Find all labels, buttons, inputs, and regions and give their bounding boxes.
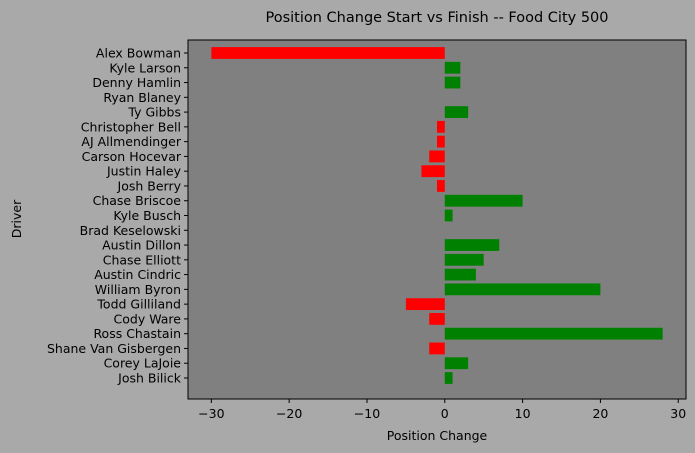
bar-denny-hamlin <box>444 76 461 89</box>
bar-alex-bowman <box>211 47 445 59</box>
y-tick-label: Christopher Bell <box>81 119 181 134</box>
x-tick-label: 0 <box>441 406 449 421</box>
y-tick-label: Austin Dillon <box>102 238 181 253</box>
bar-ty-gibbs <box>444 106 469 118</box>
y-tick-label: Shane Van Gisbergen <box>47 341 181 356</box>
bar-austin-cindric <box>444 268 476 281</box>
y-tick-label: Chase Briscoe <box>93 193 182 208</box>
plot-frame <box>187 39 687 400</box>
bar-cody-ware <box>429 313 445 325</box>
y-tick-label: William Byron <box>95 282 181 297</box>
bar-kyle-busch <box>444 209 453 222</box>
chart-title: Position Change Start vs Finish -- Food … <box>265 10 608 26</box>
x-tick-label: 10 <box>515 406 531 421</box>
y-tick-label: Austin Cindric <box>94 267 181 282</box>
bar-kyle-larson <box>444 61 461 74</box>
bar-carson-hocevar <box>429 150 445 163</box>
bar-shane-van-gisbergen <box>429 342 445 355</box>
y-axis-label: Driver <box>9 199 24 238</box>
y-tick-label: Denny Hamlin <box>92 75 181 90</box>
bars-group <box>211 47 663 384</box>
y-tick-label: Kyle Busch <box>113 208 181 223</box>
bar-josh-berry <box>437 180 445 192</box>
y-tick-label: Ryan Blaney <box>103 90 181 105</box>
y-tick-label: Corey LaJoie <box>104 356 182 371</box>
y-tick-label: Todd Gilliland <box>96 297 181 312</box>
x-axis-label: Position Change <box>387 428 488 443</box>
y-tick-label: Josh Berry <box>117 178 182 193</box>
bar-ross-chastain <box>444 327 663 340</box>
x-ticks-group: −30 −20 −10 0 10 20 30 <box>198 399 686 421</box>
x-tick-label: −30 <box>198 406 224 421</box>
y-tick-label: Cody Ware <box>114 311 182 326</box>
bar-josh-bilick <box>444 372 453 384</box>
y-tick-label: Ty Gibbs <box>127 105 181 120</box>
bar-william-byron <box>444 283 601 296</box>
y-tick-label: Carson Hocevar <box>82 149 182 164</box>
y-tick-label: Chase Elliott <box>103 252 181 267</box>
y-tick-label: Josh Bilick <box>117 371 182 386</box>
x-tick-label: −20 <box>276 406 302 421</box>
y-tick-label: Alex Bowman <box>96 46 181 61</box>
y-tick-label: Brad Keselowski <box>80 223 181 238</box>
y-tick-label: AJ Allmendinger <box>81 134 181 149</box>
bar-christopher-bell <box>437 120 445 133</box>
y-tick-label: Justin Haley <box>106 164 182 179</box>
bar-todd-gilliland <box>405 298 445 311</box>
bar-corey-lajoie <box>444 357 469 370</box>
y-tick-label: Ross Chastain <box>93 326 181 341</box>
x-tick-label: −10 <box>354 406 380 421</box>
bar-chase-briscoe <box>444 194 523 207</box>
x-tick-label: 20 <box>592 406 608 421</box>
bar-chase-elliott <box>444 253 484 266</box>
bar-aj-allmendinger <box>437 135 445 148</box>
y-tick-label: Kyle Larson <box>109 60 181 75</box>
bar-justin-haley <box>421 165 445 178</box>
bar-austin-dillon <box>444 239 500 251</box>
x-tick-label: 30 <box>670 406 686 421</box>
